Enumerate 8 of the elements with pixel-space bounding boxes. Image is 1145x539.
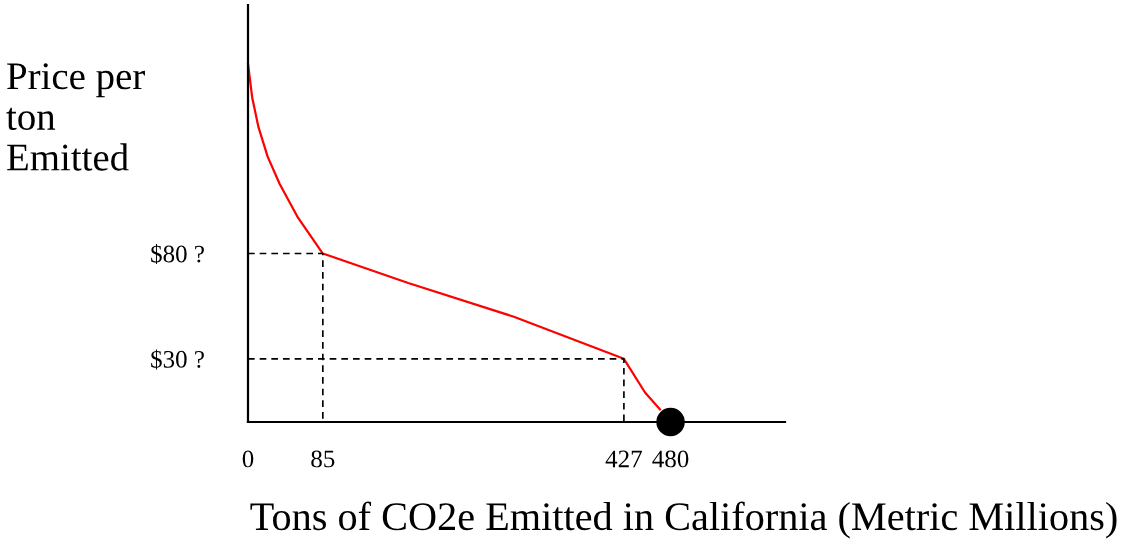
x-tick-label: 85: [311, 450, 335, 468]
y-tick-label: $30 ?: [151, 349, 204, 370]
x-axis-title: Tons of CO2e Emitted in California (Metric Millions): [250, 501, 1117, 539]
x-tick-label: 0: [242, 450, 254, 468]
y-axis-title: Price per ton Emitted: [6, 63, 145, 171]
x-tick-label: 427: [605, 450, 642, 468]
x-tick-label: 480: [652, 450, 689, 468]
y-tick-label: $80 ?: [151, 244, 204, 265]
